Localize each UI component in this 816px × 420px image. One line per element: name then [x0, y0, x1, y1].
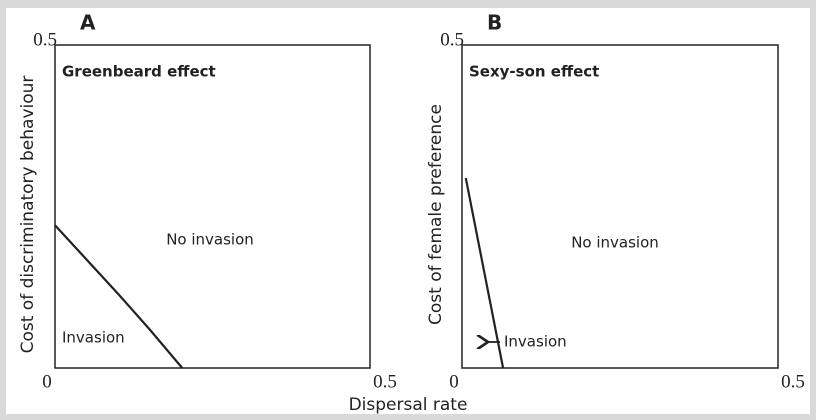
y-axis-label: Cost of female preference — [426, 104, 446, 325]
annotation: No invasion — [571, 234, 659, 252]
panel-title: Greenbeard effect — [62, 63, 216, 81]
x-tick-label: 0 — [449, 371, 459, 392]
x-axis-label: Dispersal rate — [349, 395, 468, 415]
plot-frame — [54, 44, 371, 369]
x-tick-label: 0.5 — [373, 371, 397, 392]
x-tick-label: 0.5 — [781, 371, 805, 392]
annotation: No invasion — [166, 231, 254, 249]
y-tick-label: 0.5 — [33, 29, 57, 50]
boundary-line — [464, 177, 505, 369]
x-tick-label: 0 — [42, 371, 52, 392]
panel-label: B — [487, 11, 502, 35]
plot-frame — [461, 44, 779, 369]
annotation: Invasion — [62, 329, 125, 347]
annotation: Invasion — [504, 333, 567, 351]
panel-title: Sexy-son effect — [469, 63, 599, 81]
boundary-line — [54, 224, 184, 369]
y-tick-label: 0.5 — [440, 29, 464, 50]
background — [6, 8, 810, 414]
y-axis-label: Cost of discriminatory behaviour — [18, 76, 38, 354]
panel-label: A — [80, 11, 96, 35]
